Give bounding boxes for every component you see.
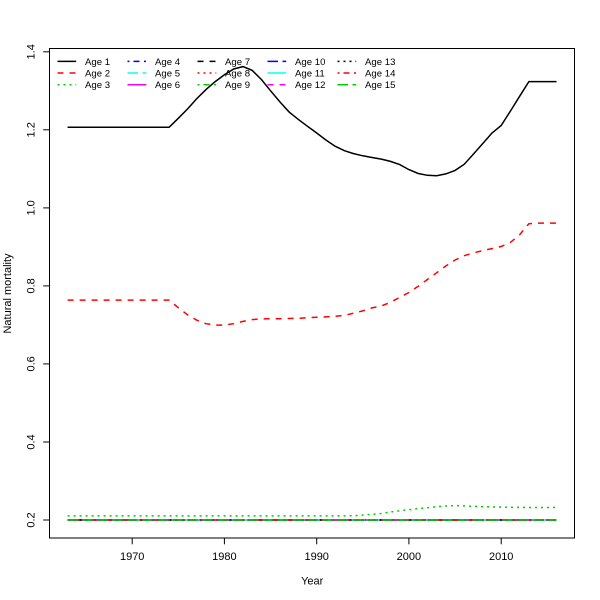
svg-text:Age 3: Age 3 [85,80,110,91]
svg-text:Age 6: Age 6 [155,80,180,91]
svg-text:Age 1: Age 1 [85,57,110,68]
svg-text:Age 15: Age 15 [365,80,395,91]
svg-text:0.6: 0.6 [26,356,38,371]
svg-text:1.0: 1.0 [26,200,38,215]
svg-text:Age 2: Age 2 [85,68,110,79]
svg-text:Age 5: Age 5 [155,68,180,79]
svg-text:1990: 1990 [304,551,328,563]
svg-text:Age 13: Age 13 [365,57,395,68]
svg-text:0.2: 0.2 [26,512,38,527]
svg-text:Year: Year [301,575,324,587]
svg-text:1980: 1980 [212,551,236,563]
svg-text:Age 9: Age 9 [225,80,250,91]
svg-text:0.8: 0.8 [26,278,38,293]
svg-text:Age 10: Age 10 [295,57,325,68]
svg-text:Age 4: Age 4 [155,57,181,68]
svg-text:0.4: 0.4 [26,434,38,449]
svg-text:1970: 1970 [120,551,144,563]
svg-text:Age 12: Age 12 [295,80,325,91]
svg-text:Natural mortality: Natural mortality [2,253,14,334]
svg-text:Age 11: Age 11 [295,68,325,79]
svg-text:2000: 2000 [397,551,421,563]
svg-text:2010: 2010 [489,551,513,563]
svg-text:Age 14: Age 14 [365,68,396,79]
svg-text:Age 7: Age 7 [225,57,250,68]
svg-text:1.2: 1.2 [26,122,38,137]
svg-text:Age 8: Age 8 [225,68,250,79]
svg-text:1.4: 1.4 [26,44,38,59]
